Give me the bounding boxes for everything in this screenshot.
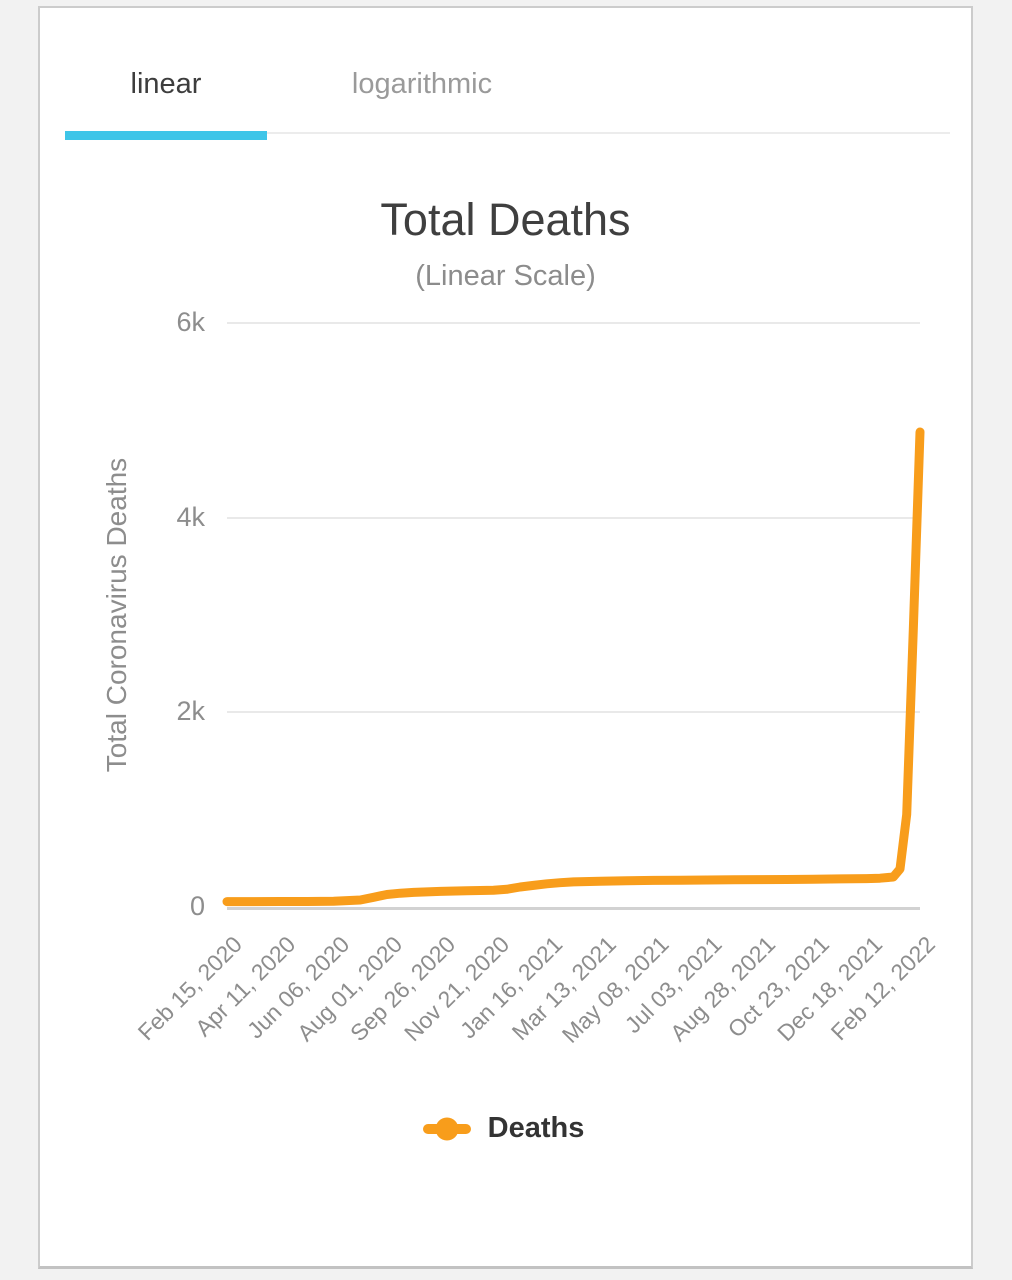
deaths-series-line[interactable] <box>222 427 925 907</box>
x-axis-line <box>227 907 920 910</box>
y-tick-label: 0 <box>189 891 205 921</box>
chart-subtitle: (Linear Scale) <box>415 260 596 292</box>
tab-divider <box>65 132 950 134</box>
legend: Deaths <box>38 1112 969 1145</box>
y-tick-label: 4k <box>176 501 205 532</box>
tab-logarithmic[interactable]: logarithmic <box>351 68 493 100</box>
deaths-line-chart <box>222 427 925 907</box>
gridline <box>227 322 920 324</box>
legend-label[interactable]: Deaths <box>487 1112 585 1144</box>
y-tick-label: 6k <box>176 307 205 337</box>
gridline <box>227 516 920 519</box>
gridline <box>227 711 920 714</box>
tab-linear[interactable]: linear <box>130 68 202 100</box>
y-tick-label: 2k <box>176 696 205 727</box>
chart-card: linear logarithmic Total Deaths (Linear … <box>38 6 973 1269</box>
chart-title: Total Deaths <box>380 194 631 245</box>
legend-marker-dot-icon <box>435 1117 459 1140</box>
legend-marker-line-icon[interactable] <box>422 1117 471 1140</box>
active-tab-indicator <box>65 131 267 140</box>
